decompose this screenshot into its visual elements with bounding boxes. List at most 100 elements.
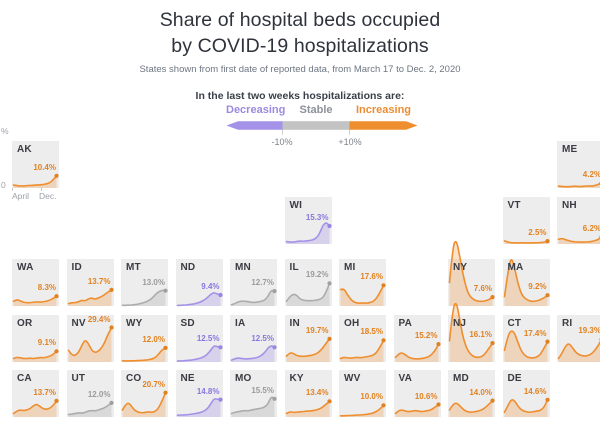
- state-tile-OR: OR 9.1%: [12, 315, 59, 362]
- state-value: 9.4%: [201, 282, 220, 291]
- state-value: 15.5%: [251, 385, 274, 395]
- sparkline-line: [121, 289, 167, 307]
- state-label: ME: [562, 144, 578, 155]
- latest-value-dot: [272, 289, 277, 294]
- state-tile-NH: NH 6.2%: [557, 197, 600, 244]
- y-axis-label-bottom: 0: [1, 180, 6, 190]
- sparkline-area: [13, 400, 57, 417]
- sparkline-AK: [12, 173, 59, 188]
- state-value: 9.1%: [37, 338, 56, 348]
- chart-title-line1: Share of hospital beds occupied: [159, 9, 441, 31]
- sparkline-line: [503, 330, 548, 359]
- latest-value-dot: [435, 402, 441, 407]
- sparkline-KY: [285, 399, 332, 417]
- sparkline-line: [67, 289, 112, 305]
- state-tile-NJ: NJ 16.1%: [448, 302, 495, 362]
- sparkline-area: [504, 331, 547, 362]
- legend-arrow-decreasing-segment: [226, 121, 283, 130]
- sparkline-ND: [176, 292, 223, 307]
- x-axis-tick-left: [12, 188, 13, 191]
- sparkline-line: [121, 391, 167, 414]
- latest-value-dot: [272, 396, 277, 401]
- state-label: MA: [507, 262, 524, 273]
- latest-value-dot: [544, 293, 550, 298]
- state-value: 13.7%: [33, 387, 56, 397]
- sparkline-area: [177, 346, 220, 362]
- state-value: 12.5%: [251, 334, 274, 344]
- state-tile-MN: MN 12.7%: [230, 259, 277, 306]
- state-value: 8.3%: [37, 283, 56, 293]
- sparkline-line: [448, 302, 494, 359]
- latest-value-dot: [381, 403, 386, 408]
- state-tile-OH: OH 18.5%: [339, 315, 386, 362]
- sparkline-area: [231, 397, 275, 417]
- state-tile-RI: RI 19.3%: [557, 315, 600, 362]
- latest-value-dot: [544, 239, 550, 244]
- latest-value-dot: [108, 287, 114, 292]
- latest-value-dot: [544, 397, 550, 402]
- sparkline-area: [504, 399, 547, 417]
- state-label: ND: [180, 262, 196, 273]
- state-tile-MI: MI 17.6%: [339, 259, 386, 306]
- legend-label-decreasing: Decreasing: [226, 104, 286, 116]
- latest-value-dot: [544, 339, 550, 344]
- latest-value-dot: [217, 397, 223, 402]
- state-value: 19.3%: [578, 326, 600, 336]
- latest-value-dot: [217, 345, 223, 350]
- latest-value-dot: [381, 338, 386, 343]
- legend-labels: Decreasing Stable Increasing: [226, 104, 418, 117]
- sparkline-OR: [12, 349, 59, 362]
- sparkline-IL: [285, 281, 332, 306]
- state-label: MI: [344, 262, 356, 273]
- state-tile-VA: VA 10.6%: [393, 370, 441, 417]
- sparkline-IA: [230, 345, 277, 362]
- sparkline-line: [394, 403, 439, 415]
- sparkline-line: [448, 240, 494, 303]
- sparkline-line: [176, 398, 221, 416]
- sparkline-line: [503, 259, 548, 303]
- latest-value-dot: [163, 345, 168, 350]
- sparkline-area: [122, 392, 166, 417]
- sparkline-WA: [12, 294, 59, 306]
- state-tile-MO: MO 15.5%: [230, 370, 277, 417]
- sparkline-CT: [503, 330, 550, 362]
- latest-value-dot: [54, 349, 59, 354]
- state-tile-DE: DE 14.6%: [502, 370, 550, 417]
- legend-arrow-stable-segment: [282, 121, 350, 130]
- sparkline-line: [339, 284, 385, 304]
- sparkline-VA: [394, 402, 441, 417]
- sparkline-NJ: [448, 302, 495, 362]
- sparkline-NE: [176, 397, 223, 417]
- sparkline-line: [176, 292, 221, 307]
- y-axis-label-top: %: [1, 126, 9, 136]
- sparkline-line: [557, 236, 600, 243]
- sparkline-line: [12, 295, 58, 304]
- latest-value-dot: [326, 399, 332, 404]
- sparkline-line: [12, 350, 58, 360]
- state-tile-WA: WA 8.3%: [12, 259, 59, 306]
- sparkline-WI: [285, 222, 332, 244]
- state-label: MO: [235, 373, 252, 384]
- sparkline-area: [286, 338, 329, 362]
- sparkline-NV: [67, 325, 114, 362]
- sparkline-MA: [503, 259, 550, 306]
- latest-value-dot: [217, 292, 223, 298]
- sparkline-line: [12, 400, 58, 415]
- state-value: 13.0%: [142, 277, 165, 287]
- latest-value-dot: [163, 390, 168, 395]
- x-axis-label-april: April: [12, 191, 30, 201]
- state-label: IL: [289, 262, 299, 273]
- x-axis-label-dec: Dec.: [39, 191, 57, 201]
- state-value: 10.0%: [360, 392, 383, 402]
- latest-value-dot: [490, 398, 495, 403]
- latest-value-dot: [108, 325, 114, 330]
- state-tile-NE: NE 14.8%: [175, 370, 223, 417]
- state-label: NJ: [453, 318, 467, 329]
- sparkline-CO: [121, 390, 168, 417]
- state-value: 18.5%: [360, 327, 383, 337]
- state-label: CO: [126, 373, 142, 384]
- sparkline-area: [449, 303, 493, 362]
- sparkline-IN: [285, 336, 332, 362]
- sparkline-line: [557, 340, 600, 360]
- sparkline-line: [285, 400, 330, 415]
